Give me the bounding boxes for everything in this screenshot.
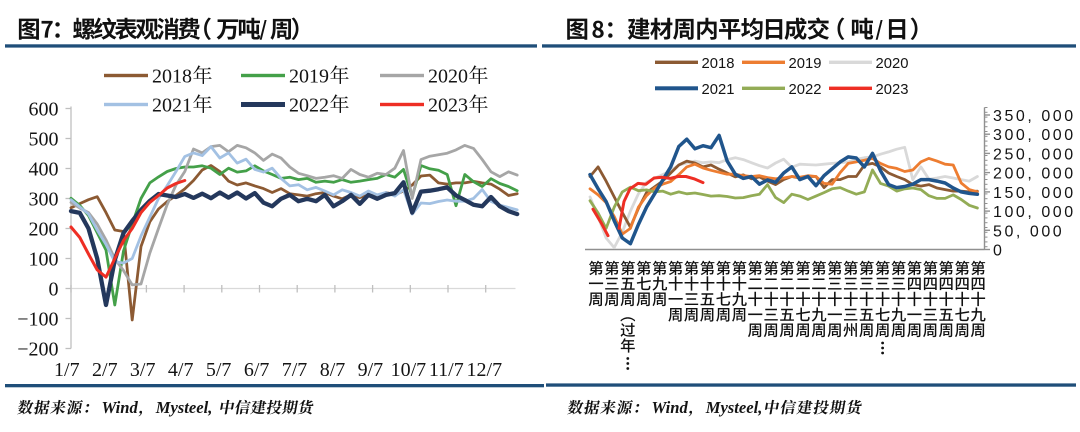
svg-text:0: 0	[49, 279, 59, 301]
svg-text:50, 000: 50, 000	[993, 223, 1064, 240]
svg-text:2023: 2023	[876, 82, 909, 98]
svg-text:350, 000: 350, 000	[993, 108, 1076, 125]
svg-text:200: 200	[29, 219, 59, 241]
svg-text:2021: 2021	[152, 95, 192, 117]
svg-text:1/7: 1/7	[54, 359, 80, 381]
svg-text:2022: 2022	[789, 82, 822, 98]
svg-text:3/7: 3/7	[130, 359, 156, 381]
svg-text:600: 600	[29, 99, 59, 121]
svg-text:2020: 2020	[428, 66, 468, 88]
svg-text:9/7: 9/7	[358, 359, 384, 381]
svg-text:2018: 2018	[152, 66, 192, 88]
svg-text:2019: 2019	[289, 66, 329, 88]
svg-text:2/7: 2/7	[92, 359, 118, 381]
svg-text:−100: −100	[17, 309, 58, 331]
svg-text:2023: 2023	[428, 95, 468, 117]
svg-text:4/7: 4/7	[168, 359, 194, 381]
svg-text:7/7: 7/7	[282, 359, 308, 381]
svg-text:400: 400	[29, 159, 59, 181]
svg-text:Mysteel,: Mysteel,	[155, 398, 213, 417]
svg-text:2020: 2020	[876, 56, 909, 72]
svg-text:2022: 2022	[289, 95, 329, 117]
svg-text:11/7: 11/7	[429, 359, 464, 381]
svg-text:5/7: 5/7	[206, 359, 232, 381]
svg-text:100, 000: 100, 000	[993, 204, 1076, 221]
svg-text:2019: 2019	[789, 56, 822, 72]
svg-text:8/7: 8/7	[320, 359, 346, 381]
svg-text:500: 500	[29, 129, 59, 151]
svg-text:2018: 2018	[702, 56, 735, 72]
svg-text:−200: −200	[17, 339, 58, 361]
svg-text:150, 000: 150, 000	[993, 185, 1076, 202]
svg-text:Wind: Wind	[102, 398, 139, 417]
svg-text:6/7: 6/7	[244, 359, 270, 381]
svg-text:250, 000: 250, 000	[993, 146, 1076, 163]
svg-text:200, 000: 200, 000	[993, 166, 1076, 183]
svg-text:0: 0	[993, 243, 1004, 260]
svg-text:2021: 2021	[702, 82, 735, 98]
svg-text:300, 000: 300, 000	[993, 127, 1076, 144]
svg-text:Mysteel,: Mysteel,	[705, 398, 763, 417]
svg-text:Wind: Wind	[652, 398, 689, 417]
svg-text:12/7: 12/7	[467, 359, 503, 381]
svg-text:10/7: 10/7	[391, 359, 427, 381]
svg-text:300: 300	[29, 189, 59, 211]
svg-text:100: 100	[29, 249, 59, 271]
